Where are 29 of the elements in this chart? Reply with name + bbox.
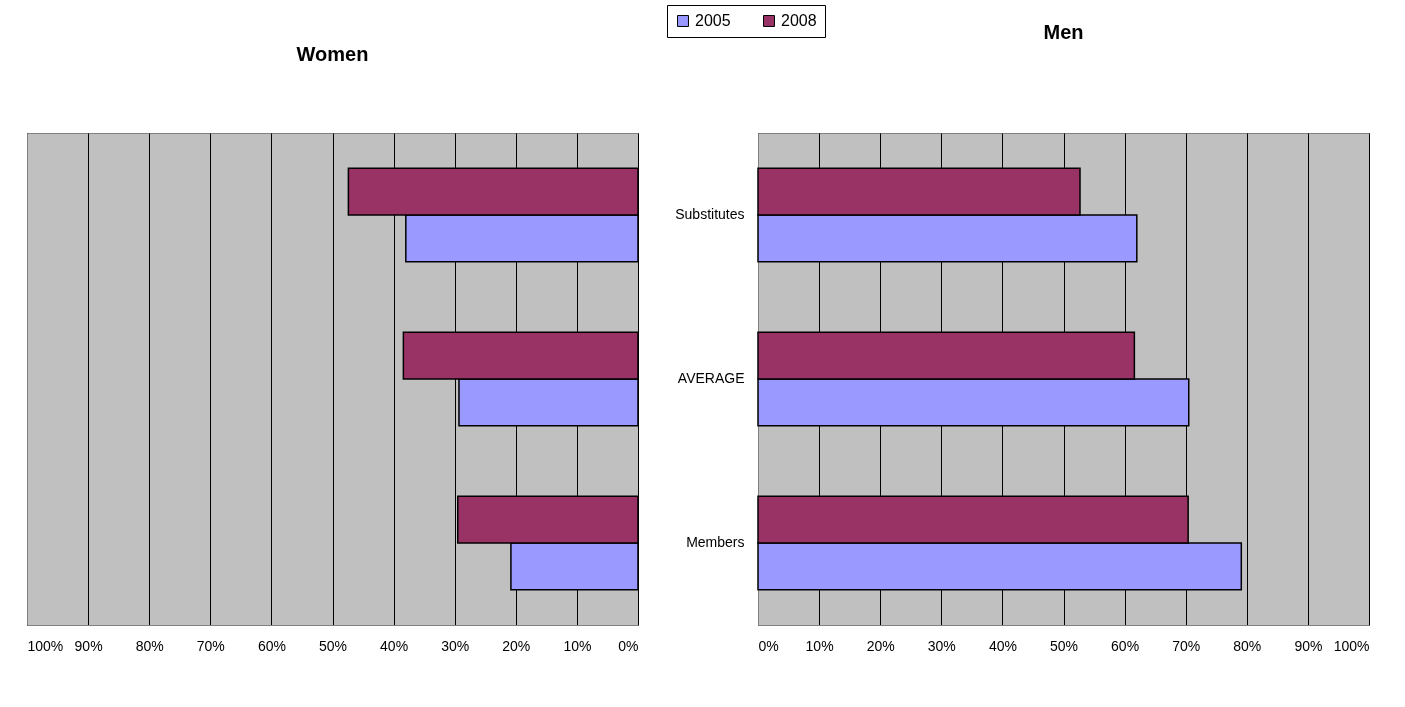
x-tick-label: 20% [502,637,531,654]
x-tick-label: 100% [1333,637,1370,654]
x-tick-label: 90% [1294,637,1323,654]
x-tick-label: 30% [441,637,470,654]
x-tick-label: 70% [196,637,225,654]
chart-title: Women [296,43,369,65]
x-tick-label: 50% [1049,637,1079,654]
legend-label: 2005 [695,12,731,29]
x-tick-label: 60% [1111,637,1140,654]
x-tick-label: 40% [988,637,1017,654]
x-tick-label: 30% [927,637,956,654]
x-tick-label: 80% [1233,637,1262,654]
y-tick-label: AVERAGE [677,370,745,386]
x-tick-label: 10% [563,637,592,654]
x-tick-label: 0% [618,637,639,654]
x-tick-label: 20% [866,637,895,654]
x-tick-label: 70% [1172,637,1201,654]
x-tick-label: 0% [758,637,779,654]
x-tick-label: 90% [74,637,103,654]
chart-title: Men [1043,21,1084,43]
x-tick-label: 40% [380,637,409,654]
legend-label: 2008 [781,12,817,29]
x-tick-label: 60% [257,637,286,654]
y-tick-label: Substitutes [675,206,745,222]
x-tick-label: 50% [318,637,348,654]
x-tick-label: 100% [27,637,64,654]
y-tick-label: Members [686,534,745,550]
x-tick-label: 10% [805,637,834,654]
x-tick-label: 80% [135,637,164,654]
